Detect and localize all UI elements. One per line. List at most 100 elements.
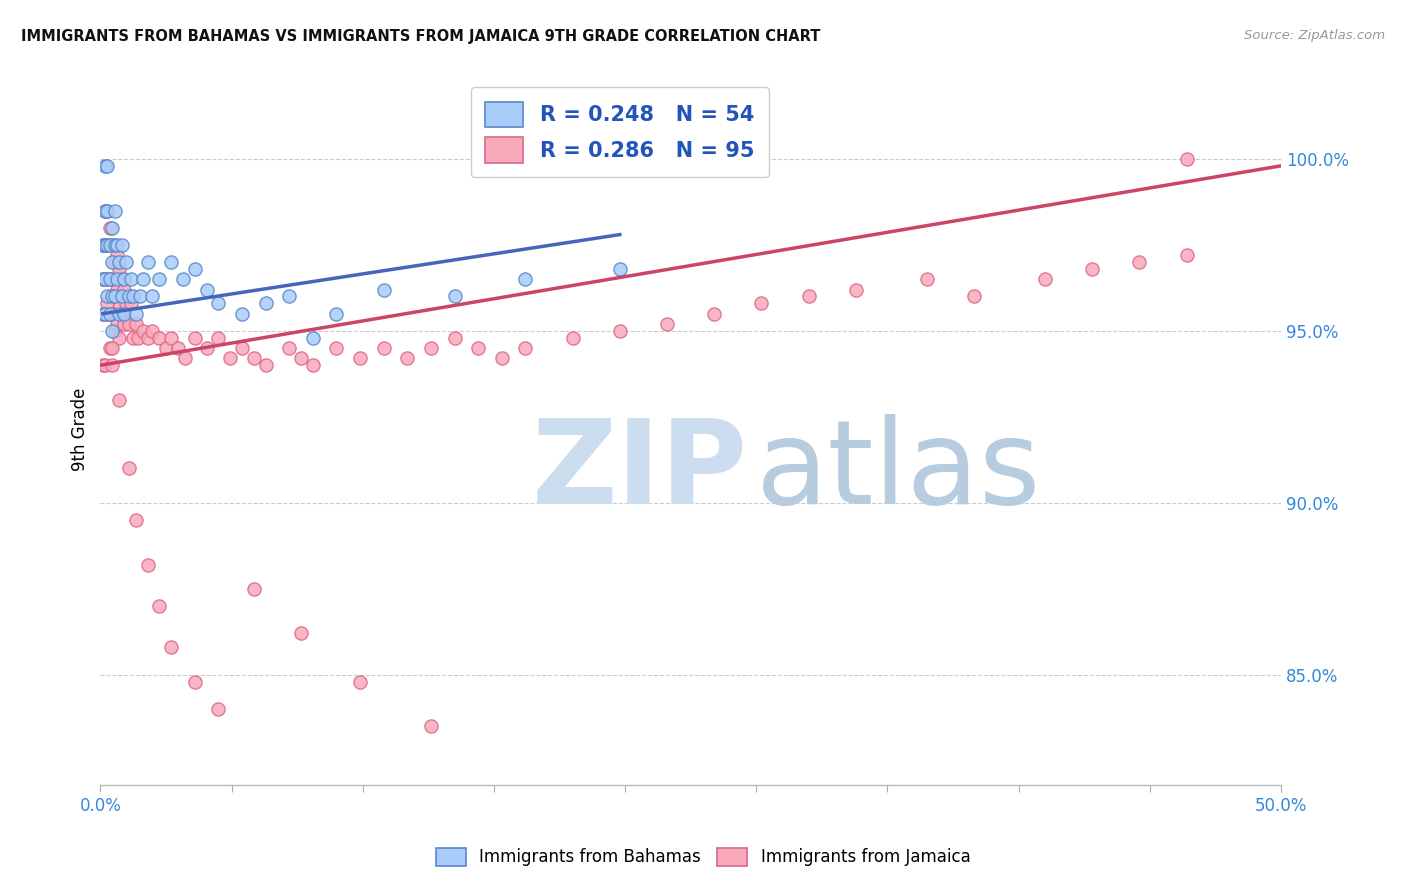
Point: [108, 392, 131, 407]
Point: [125, 513, 148, 527]
Point: [797, 289, 820, 303]
Point: [915, 272, 938, 286]
Point: [101, 238, 124, 252]
Point: [443, 289, 465, 303]
Point: [515, 272, 537, 286]
Point: [91, 358, 114, 372]
Point: [118, 317, 141, 331]
Point: [96, 203, 118, 218]
Point: [419, 341, 441, 355]
Point: [101, 307, 124, 321]
Point: [94, 358, 117, 372]
Point: [110, 238, 132, 252]
Point: [655, 317, 678, 331]
Point: [101, 272, 124, 286]
Point: [110, 307, 132, 321]
Point: [101, 358, 124, 372]
Point: [302, 358, 325, 372]
Point: [207, 331, 229, 345]
Point: [110, 272, 132, 286]
Point: [112, 283, 135, 297]
Legend: R = 0.248   N = 54, R = 0.286   N = 95: R = 0.248 N = 54, R = 0.286 N = 95: [471, 87, 769, 178]
Point: [98, 272, 121, 286]
Point: [103, 289, 125, 303]
Point: [195, 341, 218, 355]
Point: [94, 159, 117, 173]
Point: [302, 331, 325, 345]
Point: [290, 351, 312, 366]
Point: [127, 331, 149, 345]
Text: ZIP: ZIP: [531, 414, 747, 529]
Point: [136, 558, 159, 572]
Point: [94, 272, 117, 286]
Point: [94, 203, 117, 218]
Point: [254, 358, 277, 372]
Point: [103, 324, 125, 338]
Point: [467, 341, 489, 355]
Point: [101, 341, 124, 355]
Point: [325, 307, 347, 321]
Point: [105, 272, 128, 286]
Point: [515, 341, 537, 355]
Point: [105, 238, 128, 252]
Point: [94, 203, 117, 218]
Point: [96, 203, 118, 218]
Point: [122, 331, 145, 345]
Point: [101, 220, 124, 235]
Point: [609, 324, 631, 338]
Point: [443, 331, 465, 345]
Point: [98, 341, 121, 355]
Point: [491, 351, 513, 366]
Point: [1128, 255, 1150, 269]
Point: [108, 307, 131, 321]
Point: [98, 307, 121, 321]
Point: [108, 331, 131, 345]
Point: [94, 272, 117, 286]
Point: [349, 351, 371, 366]
Point: [118, 289, 141, 303]
Point: [101, 255, 124, 269]
Point: [112, 272, 135, 286]
Point: [94, 238, 117, 252]
Point: [94, 307, 117, 321]
Point: [349, 674, 371, 689]
Point: [103, 289, 125, 303]
Point: [103, 238, 125, 252]
Point: [231, 307, 253, 321]
Point: [396, 351, 419, 366]
Point: [219, 351, 242, 366]
Point: [373, 283, 395, 297]
Point: [96, 238, 118, 252]
Point: [148, 331, 170, 345]
Point: [278, 341, 301, 355]
Point: [561, 331, 583, 345]
Point: [98, 272, 121, 286]
Point: [105, 248, 128, 262]
Point: [125, 317, 148, 331]
Point: [148, 599, 170, 613]
Point: [120, 296, 142, 310]
Point: [141, 289, 163, 303]
Point: [115, 255, 138, 269]
Point: [108, 255, 131, 269]
Point: [160, 640, 183, 655]
Point: [94, 238, 117, 252]
Text: Source: ZipAtlas.com: Source: ZipAtlas.com: [1244, 29, 1385, 42]
Point: [243, 582, 266, 596]
Point: [122, 289, 145, 303]
Point: [91, 272, 114, 286]
Point: [845, 283, 868, 297]
Point: [207, 702, 229, 716]
Point: [94, 307, 117, 321]
Point: [96, 296, 118, 310]
Point: [101, 324, 124, 338]
Point: [96, 289, 118, 303]
Point: [105, 317, 128, 331]
Point: [184, 262, 207, 277]
Text: IMMIGRANTS FROM BAHAMAS VS IMMIGRANTS FROM JAMAICA 9TH GRADE CORRELATION CHART: IMMIGRANTS FROM BAHAMAS VS IMMIGRANTS FR…: [21, 29, 821, 44]
Point: [243, 351, 266, 366]
Point: [96, 159, 118, 173]
Point: [110, 289, 132, 303]
Point: [141, 324, 163, 338]
Point: [174, 351, 197, 366]
